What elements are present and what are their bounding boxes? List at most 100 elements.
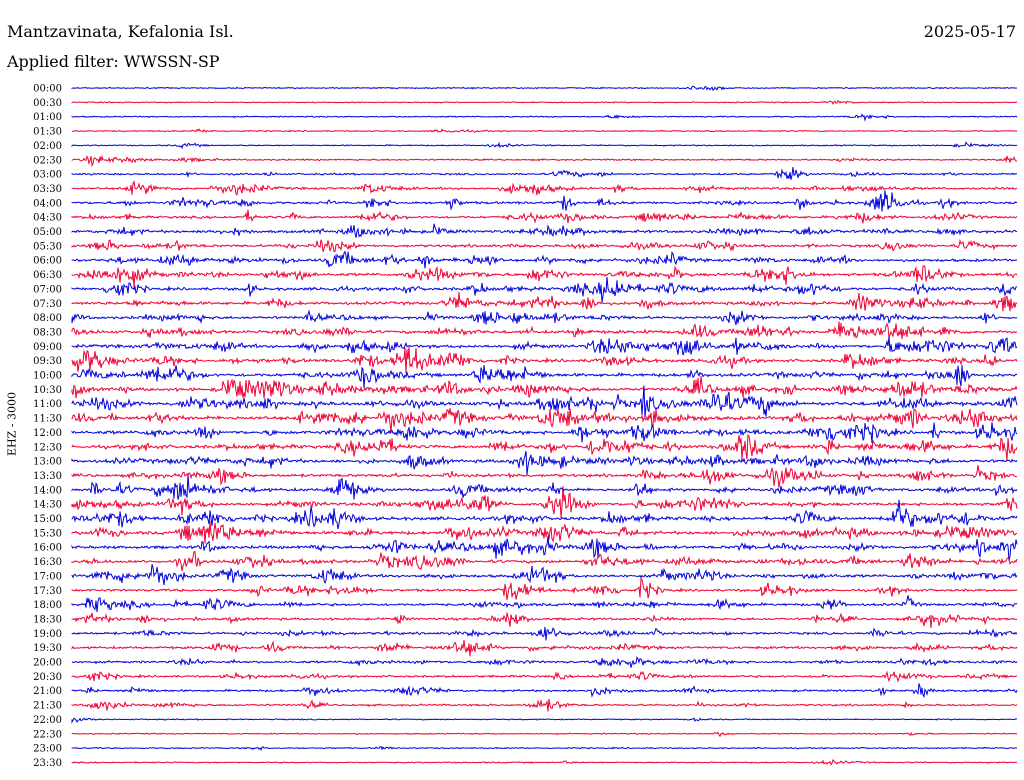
time-tick-label: 22:00: [33, 715, 62, 726]
trace-line: [71, 758, 1018, 766]
trace-line: [71, 85, 1018, 92]
trace-line: [71, 683, 1018, 699]
trace-line: [71, 577, 1018, 601]
time-tick-label: 01:30: [33, 127, 62, 138]
trace-line: [71, 166, 1017, 180]
trace-line: [71, 376, 1018, 399]
trace-line: [71, 450, 1018, 475]
time-tick-label: 09:30: [33, 356, 62, 367]
trace-line: [71, 551, 1018, 572]
trace-line: [71, 499, 1018, 530]
time-tick-label: 00:00: [33, 84, 62, 95]
time-tick-label: 03:30: [33, 184, 62, 195]
time-tick-label: 08:00: [33, 313, 62, 324]
date-label: 2025-05-17: [923, 22, 1016, 41]
trace-line: [71, 670, 1018, 683]
trace-line: [71, 292, 1018, 312]
time-tick-label: 18:00: [33, 600, 62, 611]
time-tick-label: 02:00: [33, 141, 62, 152]
trace-line: [71, 309, 1018, 326]
station-title: Mantzavinata, Kefalonia Isl.: [7, 22, 234, 41]
time-tick-label: 17:00: [33, 571, 62, 582]
time-tick-label: 21:00: [33, 686, 62, 697]
time-tick-label: 15:00: [33, 514, 62, 525]
trace-line: [71, 698, 1018, 712]
time-tick-label: 21:30: [33, 701, 62, 712]
trace-line: [71, 321, 1018, 339]
time-tick-label: 20:30: [33, 672, 62, 683]
time-tick-label: 04:00: [33, 198, 62, 209]
time-tick-label: 13:00: [33, 457, 62, 468]
time-tick-label: 12:30: [33, 442, 62, 453]
time-tick-label: 05:00: [33, 227, 62, 238]
time-tick-label: 19:30: [33, 643, 62, 654]
trace-line: [71, 595, 1018, 612]
trace-line: [71, 465, 1018, 488]
time-tick-label: 06:30: [33, 270, 62, 281]
trace-line: [71, 408, 1018, 434]
time-tick-label: 23:30: [33, 758, 62, 769]
time-tick-label: 00:30: [33, 98, 62, 109]
trace-line: [71, 128, 1018, 134]
trace-line: [71, 180, 1018, 196]
trace-line: [71, 486, 1018, 518]
time-tick-label: 01:00: [33, 112, 62, 123]
trace-line: [71, 250, 1018, 269]
trace-line: [71, 612, 1018, 629]
trace-line: [71, 564, 1018, 586]
time-tick-label: 08:30: [33, 327, 62, 338]
time-tick-label: 11:00: [33, 399, 62, 410]
time-tick-label: 06:00: [33, 256, 62, 267]
trace-line: [71, 154, 1018, 167]
time-tick-label: 02:30: [33, 155, 62, 166]
trace-line: [71, 521, 1017, 544]
trace-line: [71, 474, 1018, 500]
trace-line: [71, 238, 1018, 253]
time-tick-label: 12:00: [33, 428, 62, 439]
trace-line: [71, 717, 1018, 724]
time-tick-label: 20:00: [33, 658, 62, 669]
trace-line: [71, 113, 1018, 122]
trace-line: [71, 364, 1018, 389]
trace-line: [71, 265, 1018, 289]
trace-line: [71, 731, 1018, 738]
trace-line: [71, 346, 1018, 374]
trace-line: [71, 223, 1018, 238]
time-tick-label: 23:00: [33, 744, 62, 755]
trace-line: [71, 422, 1018, 444]
time-tick-label: 10:30: [33, 385, 62, 396]
trace-line: [71, 276, 1018, 303]
trace-line: [71, 536, 1018, 561]
trace-line: [71, 746, 1018, 751]
time-tick-label: 22:30: [33, 729, 62, 740]
time-tick-label: 15:30: [33, 528, 62, 539]
filter-label: Applied filter: WWSSN-SP: [7, 52, 220, 71]
trace-line: [71, 336, 1018, 356]
trace-line: [71, 656, 1018, 668]
trace-line: [71, 141, 1018, 150]
time-tick-label: 05:30: [33, 241, 62, 252]
time-tick-label: 11:30: [33, 414, 62, 425]
time-tick-label: 16:30: [33, 557, 62, 568]
trace-line: [71, 190, 1018, 212]
trace-line: [71, 640, 1018, 657]
time-tick-label: 19:00: [33, 629, 62, 640]
time-tick-label: 03:00: [33, 170, 62, 181]
trace-line: [71, 433, 1018, 461]
time-tick-label: 07:00: [33, 284, 62, 295]
time-tick-label: 14:30: [33, 500, 62, 511]
trace-line: [71, 626, 1018, 641]
time-tick-label: 09:00: [33, 342, 62, 353]
time-tick-label: 16:00: [33, 543, 62, 554]
time-tick-label: 14:00: [33, 485, 62, 496]
trace-line: [71, 100, 1018, 106]
time-tick-label: 18:30: [33, 614, 62, 625]
trace-line: [71, 385, 1018, 418]
time-tick-label: 04:30: [33, 213, 62, 224]
time-tick-label: 17:30: [33, 586, 62, 597]
time-tick-label: 10:00: [33, 371, 62, 382]
trace-line: [71, 209, 1018, 224]
time-tick-label: 13:30: [33, 471, 62, 482]
time-tick-label: 07:30: [33, 299, 62, 310]
